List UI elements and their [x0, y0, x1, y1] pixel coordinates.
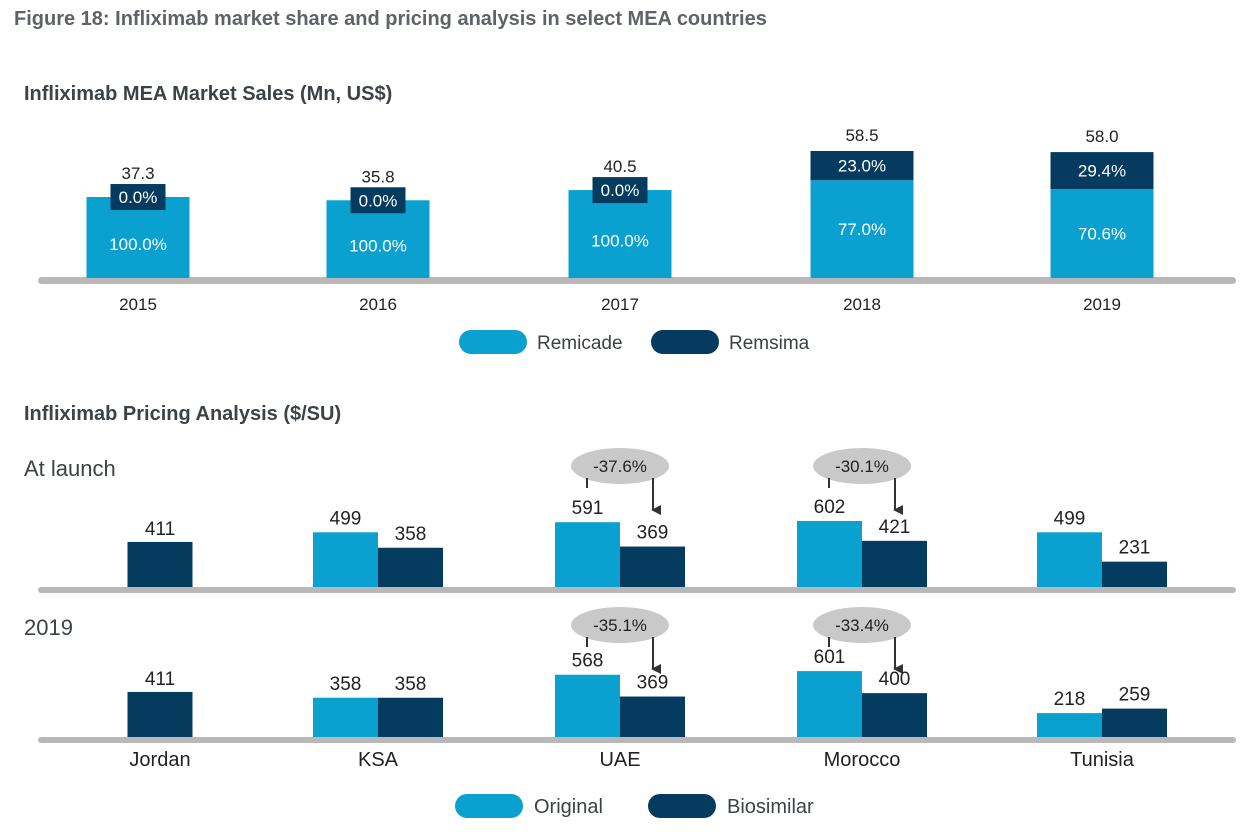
biosimilar-value-label: 369 — [637, 673, 669, 694]
legend-original-swatch — [455, 794, 523, 818]
biosimilar-value-label: 358 — [395, 524, 427, 545]
sales-year-tick: 2017 — [601, 295, 639, 314]
biosimilar-value-label: 400 — [879, 669, 911, 690]
remsima-share-label: 0.0% — [601, 181, 640, 200]
original-value-label: 499 — [330, 508, 362, 529]
country-tick: KSA — [358, 749, 399, 771]
legend-biosimilar-swatch — [648, 794, 716, 818]
biosimilar-value-label: 231 — [1119, 538, 1151, 559]
biosimilar-bar — [127, 691, 193, 737]
biosimilar-value-label: 369 — [637, 523, 669, 544]
sales-total-label: 58.0 — [1085, 127, 1118, 146]
original-bar — [313, 697, 378, 737]
change-callout — [571, 607, 669, 643]
remsima-share-label: 0.0% — [119, 188, 158, 207]
original-value-label: 358 — [330, 674, 362, 695]
biosimilar-value-label: 421 — [879, 517, 911, 538]
sales-x-axis — [38, 277, 1236, 284]
country-tick: Tunisia — [1070, 749, 1135, 771]
change-callout — [813, 448, 911, 484]
sales-year-tick: 2016 — [359, 295, 397, 314]
remsima-share-label: 29.4% — [1078, 162, 1126, 181]
legend-remicade-label: Remicade — [537, 333, 623, 354]
original-bar — [1037, 532, 1102, 587]
sales-total-label: 40.5 — [603, 157, 636, 176]
legend-remsima-swatch — [651, 330, 719, 354]
legend-remicade-swatch — [459, 330, 527, 354]
remsima-bar — [110, 184, 166, 211]
sales-year-tick: 2019 — [1083, 295, 1121, 314]
biosimilar-bar — [620, 546, 685, 587]
biosimilar-bar — [378, 547, 443, 587]
sales-total-label: 58.5 — [845, 126, 878, 145]
biosimilar-value-label: 411 — [145, 669, 175, 690]
original-bar — [313, 532, 378, 587]
sales-year-tick: 2015 — [119, 295, 157, 314]
original-value-label: 601 — [814, 647, 846, 668]
biosimilar-bar — [1102, 708, 1167, 737]
change-callout-label: -35.1% — [593, 616, 647, 635]
biosimilar-bar — [862, 540, 927, 587]
original-bar — [555, 522, 620, 587]
remicade-bar — [86, 197, 190, 278]
biosimilar-bar — [862, 693, 927, 737]
remsima-share-label: 0.0% — [359, 191, 398, 210]
biosimilar-bar — [620, 696, 685, 737]
change-callout-label: -30.1% — [835, 457, 889, 476]
biosimilar-bar — [127, 541, 193, 587]
remicade-bar — [810, 180, 914, 278]
original-value-label: 602 — [814, 497, 846, 518]
country-tick: Jordan — [129, 749, 190, 771]
pricing-x-axis — [38, 737, 1236, 743]
biosimilar-value-label: 411 — [145, 519, 175, 540]
sales-chart-title: Infliximab MEA Market Sales (Mn, US$) — [24, 83, 392, 105]
remsima-bar — [810, 151, 914, 181]
remicade-share-label: 100.0% — [349, 237, 407, 256]
pricing-chart-title: Infliximab Pricing Analysis ($/SU) — [24, 403, 341, 425]
remicade-share-label: 77.0% — [838, 220, 886, 239]
original-bar — [797, 671, 862, 737]
figure-title: Figure 18: Infliximab market share and p… — [14, 8, 767, 30]
sales-total-label: 35.8 — [361, 167, 394, 186]
remicade-share-label: 100.0% — [109, 235, 167, 254]
original-bar — [555, 674, 620, 737]
original-value-label: 591 — [572, 498, 604, 519]
country-tick: Morocco — [824, 749, 901, 771]
sales-total-label: 37.3 — [121, 164, 154, 183]
legend-biosimilar-label: Biosimilar — [727, 796, 814, 818]
remsima-bar — [1050, 152, 1154, 190]
remsima-bar — [592, 177, 648, 204]
biosimilar-value-label: 358 — [395, 674, 427, 695]
legend-original-label: Original — [534, 796, 603, 818]
remsima-bar — [350, 187, 406, 214]
pricing-x-axis — [38, 587, 1236, 593]
change-callout — [571, 448, 669, 484]
pricing-panel-label: 2019 — [24, 615, 73, 640]
remicade-share-label: 100.0% — [591, 232, 649, 251]
legend-remsima-label: Remsima — [729, 333, 810, 354]
biosimilar-bar — [1102, 561, 1167, 587]
change-callout — [813, 607, 911, 643]
original-value-label: 499 — [1054, 508, 1086, 529]
change-callout-label: -37.6% — [593, 457, 647, 476]
country-tick: UAE — [599, 749, 640, 771]
remicade-bar — [568, 190, 672, 278]
remsima-share-label: 23.0% — [838, 157, 886, 176]
biosimilar-bar — [378, 697, 443, 737]
sales-year-tick: 2018 — [843, 295, 881, 314]
pricing-panel-label: At launch — [24, 456, 116, 481]
remicade-share-label: 70.6% — [1078, 225, 1126, 244]
remicade-bar — [1050, 189, 1154, 278]
change-callout-label: -33.4% — [835, 616, 889, 635]
original-bar — [1037, 713, 1102, 737]
biosimilar-value-label: 259 — [1119, 685, 1151, 706]
original-bar — [797, 521, 862, 587]
original-value-label: 218 — [1054, 689, 1086, 710]
original-value-label: 568 — [572, 651, 604, 672]
